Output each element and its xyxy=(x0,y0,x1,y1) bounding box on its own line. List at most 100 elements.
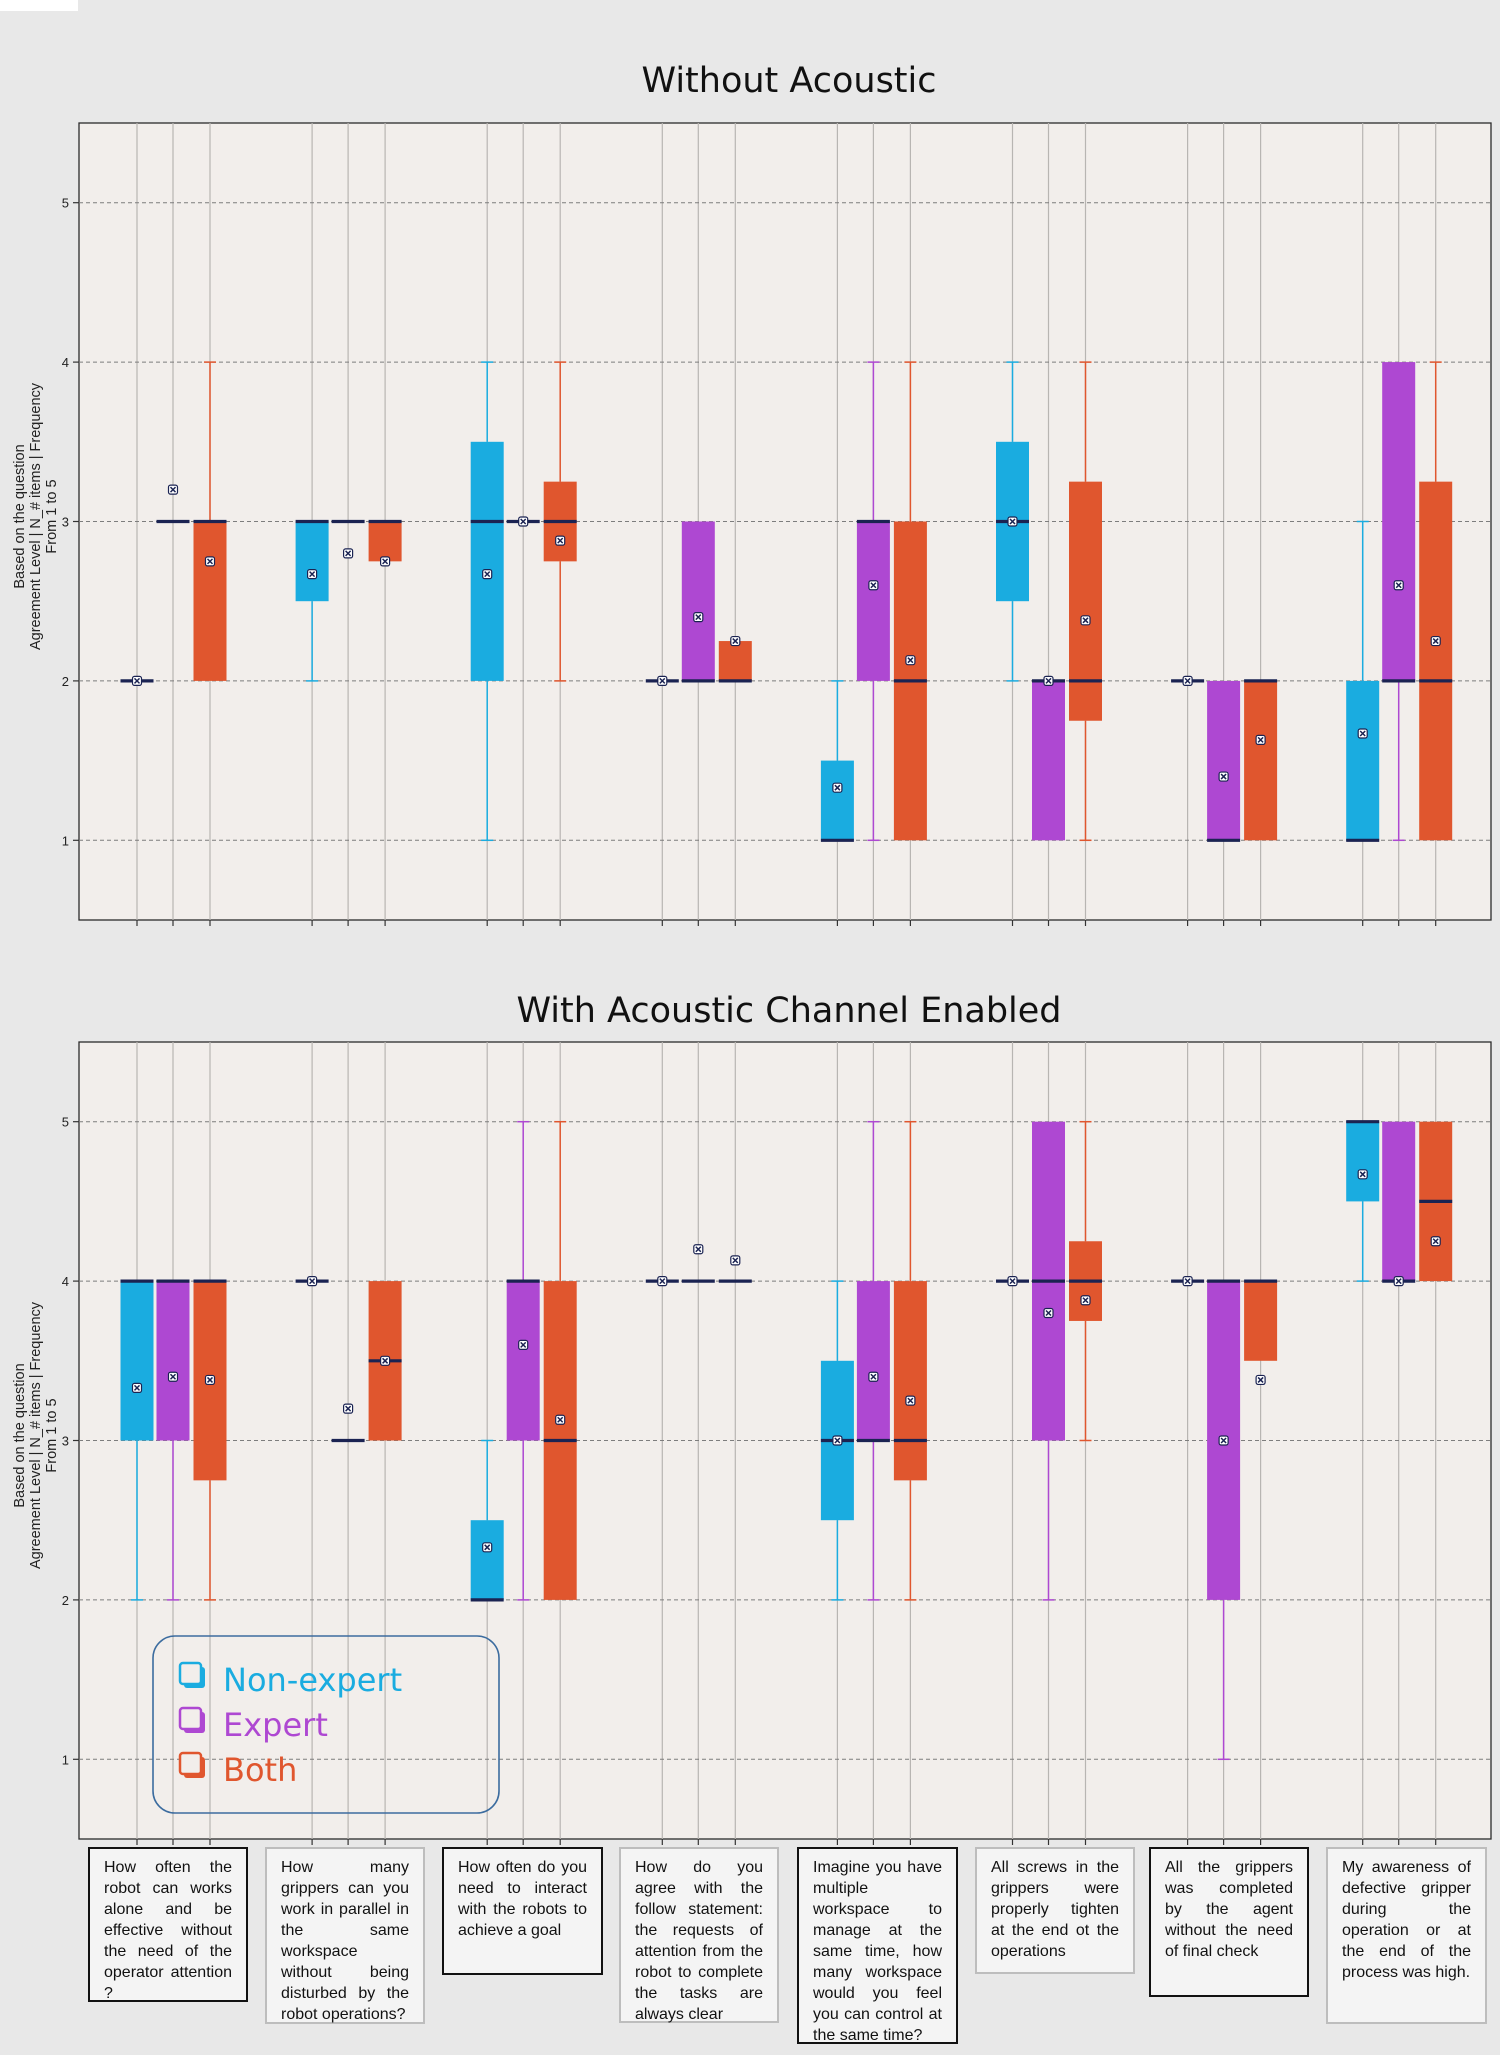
chart-panel-2: 1 2 3 4 5 With Acoustic Channel Enabled Based … xyxy=(12,991,1492,1845)
box-both-q3 xyxy=(543,1120,577,1600)
box-expert-q2 xyxy=(331,519,365,559)
box-non-expert-q5 xyxy=(820,680,854,842)
y-tick-label: 3 xyxy=(62,1434,69,1449)
box-body xyxy=(193,521,227,681)
box-body xyxy=(368,521,402,562)
mean-marker-cross xyxy=(484,571,491,578)
mean-marker-cross xyxy=(659,677,666,684)
question-box-4: How do you agree with the follow stateme… xyxy=(619,1847,779,2023)
mean-marker-cross xyxy=(1395,582,1402,589)
box-non-expert-q3 xyxy=(470,1439,504,1602)
y-axis-label: Agreement Level | N_# items | Frequency xyxy=(28,1301,44,1569)
mean-marker-cross xyxy=(1432,638,1439,645)
mean-marker-cross xyxy=(382,1357,389,1364)
box-both-q8 xyxy=(1419,361,1453,841)
mean-marker-cross xyxy=(1432,1238,1439,1245)
box-non-expert-q2 xyxy=(295,1275,329,1287)
mean-marker-cross xyxy=(1359,1171,1366,1178)
box-body xyxy=(506,1281,540,1441)
legend: Non-expert Expert Both xyxy=(152,1635,500,1814)
chart-title: Without Acoustic xyxy=(641,61,936,101)
box-expert-q1 xyxy=(156,484,190,524)
box-expert-q8 xyxy=(1382,1121,1416,1287)
mean-marker-cross xyxy=(1184,677,1191,684)
mean-marker-cross xyxy=(557,1416,564,1423)
legend-swatch-outline xyxy=(178,1706,203,1731)
mean-marker-cross xyxy=(1045,1309,1052,1317)
box-non-expert-q8 xyxy=(1346,520,1380,842)
mean-marker-cross xyxy=(1220,1437,1227,1444)
question-box-6: All screws in the grippers were properly… xyxy=(975,1847,1135,1974)
box-body xyxy=(681,521,715,681)
mean-marker-cross xyxy=(520,1341,527,1348)
box-non-expert-q3 xyxy=(470,361,504,842)
question-box-8: My awareness of defective gripper during… xyxy=(1326,1847,1487,2024)
box-body xyxy=(120,1281,154,1441)
mean-marker-cross xyxy=(520,518,527,525)
box-body xyxy=(1419,481,1453,841)
mean-marker-cross xyxy=(1009,1278,1016,1285)
y-tick-label: 4 xyxy=(62,355,69,370)
box-non-expert-q7 xyxy=(1171,1275,1205,1287)
y-axis-label: Based on the question xyxy=(12,444,28,588)
mean-marker-cross xyxy=(1359,730,1366,737)
box-body xyxy=(1207,680,1241,841)
question-box-7: All the grippers was completed by the ag… xyxy=(1149,1847,1309,1997)
box-body xyxy=(856,1281,890,1441)
box-expert-q5 xyxy=(856,361,890,842)
y-tick-label: 1 xyxy=(62,1752,69,1767)
box-body xyxy=(470,441,504,681)
box-both-q4 xyxy=(718,1255,752,1283)
mean-marker-cross xyxy=(382,558,389,565)
chart-panel-1: 1 2 3 4 5 Without Acoustic Based on the questi… xyxy=(12,61,1492,926)
mean-marker-cross xyxy=(484,1544,491,1551)
box-non-expert-q2 xyxy=(295,519,329,682)
mean-marker-cross xyxy=(907,1397,914,1404)
y-tick-label: 4 xyxy=(62,1274,69,1289)
box-expert-q8 xyxy=(1382,362,1416,842)
mean-marker-cross xyxy=(309,571,316,578)
box-non-expert-q6 xyxy=(996,1275,1029,1287)
box-body xyxy=(1382,362,1416,681)
box-both-q7 xyxy=(1244,679,1278,841)
mean-marker-cross xyxy=(834,1437,841,1444)
box-both-q2 xyxy=(368,1281,402,1441)
mean-marker-cross xyxy=(1220,773,1227,780)
mean-marker-cross xyxy=(133,677,141,684)
box-expert-q6 xyxy=(1032,1121,1065,1601)
mean-marker-cross xyxy=(659,1278,666,1285)
box-body xyxy=(718,641,752,681)
mean-marker-cross xyxy=(1045,677,1052,684)
legend-swatch-outline xyxy=(178,1751,203,1776)
box-both-q8 xyxy=(1419,1121,1453,1282)
box-both-q1 xyxy=(193,361,227,681)
mean-marker-cross xyxy=(1257,736,1264,743)
mean-marker-cross xyxy=(732,638,739,645)
mean-marker-cross xyxy=(1184,1278,1191,1285)
mean-marker-cross xyxy=(1082,617,1089,624)
box-body xyxy=(1032,680,1065,841)
box-body xyxy=(1244,680,1278,841)
box-expert-q1 xyxy=(156,1279,190,1601)
box-expert-q3 xyxy=(506,516,540,527)
mean-marker-cross xyxy=(169,1373,177,1380)
box-body xyxy=(1382,1121,1416,1282)
box-both-q4 xyxy=(718,635,752,683)
box-body xyxy=(1244,1281,1278,1361)
legend-label: Non-expert xyxy=(223,1661,402,1699)
box-expert-q7 xyxy=(1207,680,1241,842)
mean-marker-cross xyxy=(695,614,702,621)
box-body xyxy=(893,1281,927,1481)
box-expert-q6 xyxy=(1032,675,1065,841)
question-box-2: How many grippers can you work in parall… xyxy=(265,1847,425,2024)
y-tick-label: 3 xyxy=(62,515,69,530)
legend-label: Both xyxy=(223,1751,297,1789)
mean-marker-cross xyxy=(1009,518,1016,525)
top-strip xyxy=(0,0,78,11)
mean-marker-cross xyxy=(345,550,352,557)
box-expert-q4 xyxy=(681,521,715,683)
mean-marker-cross xyxy=(206,558,214,565)
mean-marker-cross xyxy=(345,1405,352,1412)
box-non-expert-q1 xyxy=(120,1279,154,1601)
